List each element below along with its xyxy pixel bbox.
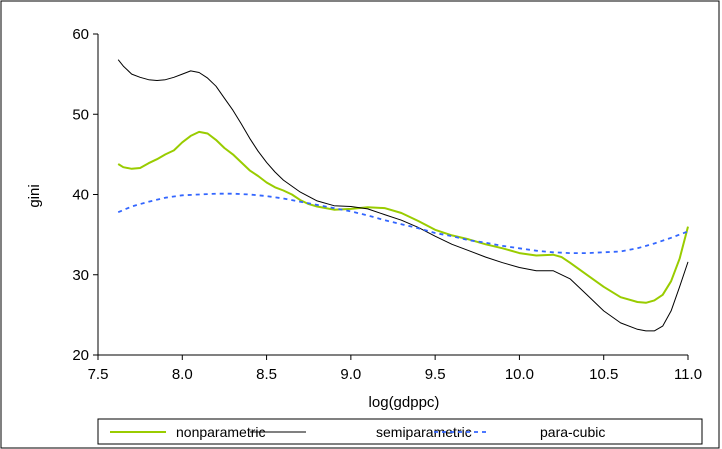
legend-label-para-cubic: para-cubic [540,424,605,440]
legend: nonparametric semiparametric para-cubic [97,418,703,445]
x-tick-label: 7.5 [88,366,109,383]
x-tick-label: 10.5 [589,366,618,383]
series-line-para-cubic [117,192,689,254]
legend-box [97,418,703,445]
y-tick-label: 30 [72,267,89,284]
x-tick-label: 10.0 [505,366,534,383]
x-tick-label: 8.0 [172,366,193,383]
y-tick-label: 60 [72,26,89,43]
x-tick-label: 8.5 [256,366,277,383]
legend-label-semiparametric: semiparametric [376,424,472,440]
series-line-semiparametric [117,59,689,332]
y-axis-label: gini [26,184,43,207]
x-axis-label: log(gdppc) [369,394,440,411]
x-tick-label: 9.5 [425,366,446,383]
x-tick-label: 11.0 [674,366,702,383]
y-tick-label: 40 [72,187,89,204]
legend-label-nonparametric: nonparametric [176,424,266,440]
plot-area [117,59,689,332]
y-tick-label: 50 [72,106,89,123]
axes: log(gdppc) gini 20 30 40 50 60 7.5 8.0 8.5 9.0 9.… [26,26,702,411]
y-tick-label: 20 [72,347,89,364]
series-line-nonparametric [117,130,689,304]
x-tick-label: 9.0 [340,366,361,383]
